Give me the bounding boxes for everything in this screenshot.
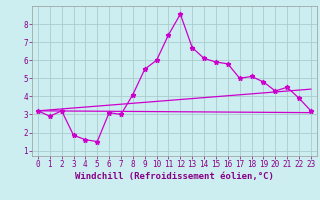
X-axis label: Windchill (Refroidissement éolien,°C): Windchill (Refroidissement éolien,°C)	[75, 172, 274, 181]
